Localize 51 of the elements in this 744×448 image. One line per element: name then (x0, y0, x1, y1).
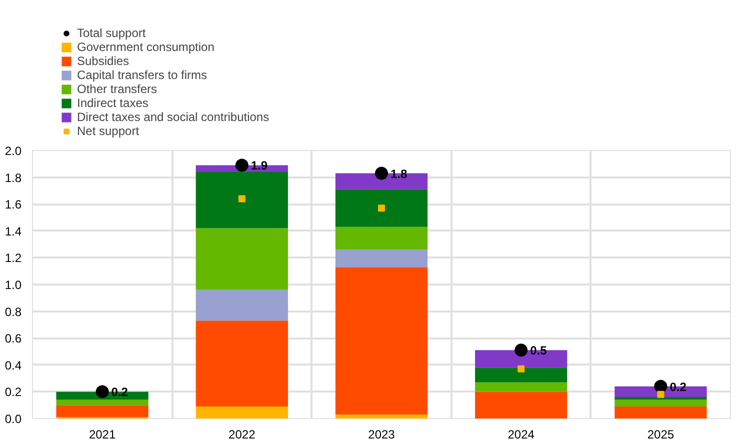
bar (335, 267, 428, 414)
point (378, 204, 385, 212)
y-tick-label: 2.0 (4, 144, 22, 158)
point (518, 365, 525, 372)
y-tick-label: 0.6 (4, 332, 22, 346)
bar (196, 172, 288, 228)
point (375, 166, 388, 180)
bar (335, 226, 428, 250)
x-tick-label: 2023 (368, 428, 396, 442)
legend-label: Indirect taxes (77, 96, 148, 110)
y-tick-label: 0.2 (4, 385, 22, 400)
bar (335, 250, 428, 268)
bar (56, 400, 148, 406)
point (238, 195, 246, 202)
bar (335, 189, 428, 227)
y-tick-label: 1.8 (4, 170, 22, 185)
point (96, 385, 109, 398)
legend-label: Capital transfers to firms (77, 68, 208, 82)
bar (196, 320, 288, 406)
bar (56, 405, 148, 418)
y-tick-label: 1.6 (4, 198, 22, 212)
bar (475, 368, 568, 382)
bar (614, 400, 707, 406)
x-tick-label: 2021 (88, 428, 116, 442)
x-tick-label: 2024 (508, 428, 535, 442)
y-tick-label: 1.4 (4, 224, 22, 238)
x-tick-label: 2022 (228, 428, 256, 442)
legend-label: Direct taxes and social contributions (77, 110, 270, 124)
legend-label: Total support (77, 26, 146, 40)
legend-label: Subsidies (77, 54, 130, 68)
y-tick-label: 0.0 (4, 412, 22, 426)
bar (614, 406, 707, 418)
bar (196, 228, 288, 290)
bar (335, 414, 428, 418)
y-tick-label: 1.0 (4, 278, 22, 292)
y-tick-label: 0.8 (4, 304, 22, 319)
bar (475, 392, 568, 418)
point (514, 344, 528, 357)
x-tick-label: 2025 (647, 428, 674, 442)
point (654, 380, 668, 393)
bar (196, 406, 288, 418)
y-tick-label: 0.4 (4, 358, 22, 372)
bar (196, 290, 288, 321)
y-tick-label: 1.2 (4, 251, 22, 266)
legend-label: Net support (77, 124, 140, 138)
bar (475, 382, 568, 392)
point (657, 390, 664, 398)
point (235, 158, 248, 172)
legend-label: Other transfers (77, 82, 158, 96)
bar (614, 397, 707, 400)
legend-label: Government consumption (77, 40, 214, 54)
